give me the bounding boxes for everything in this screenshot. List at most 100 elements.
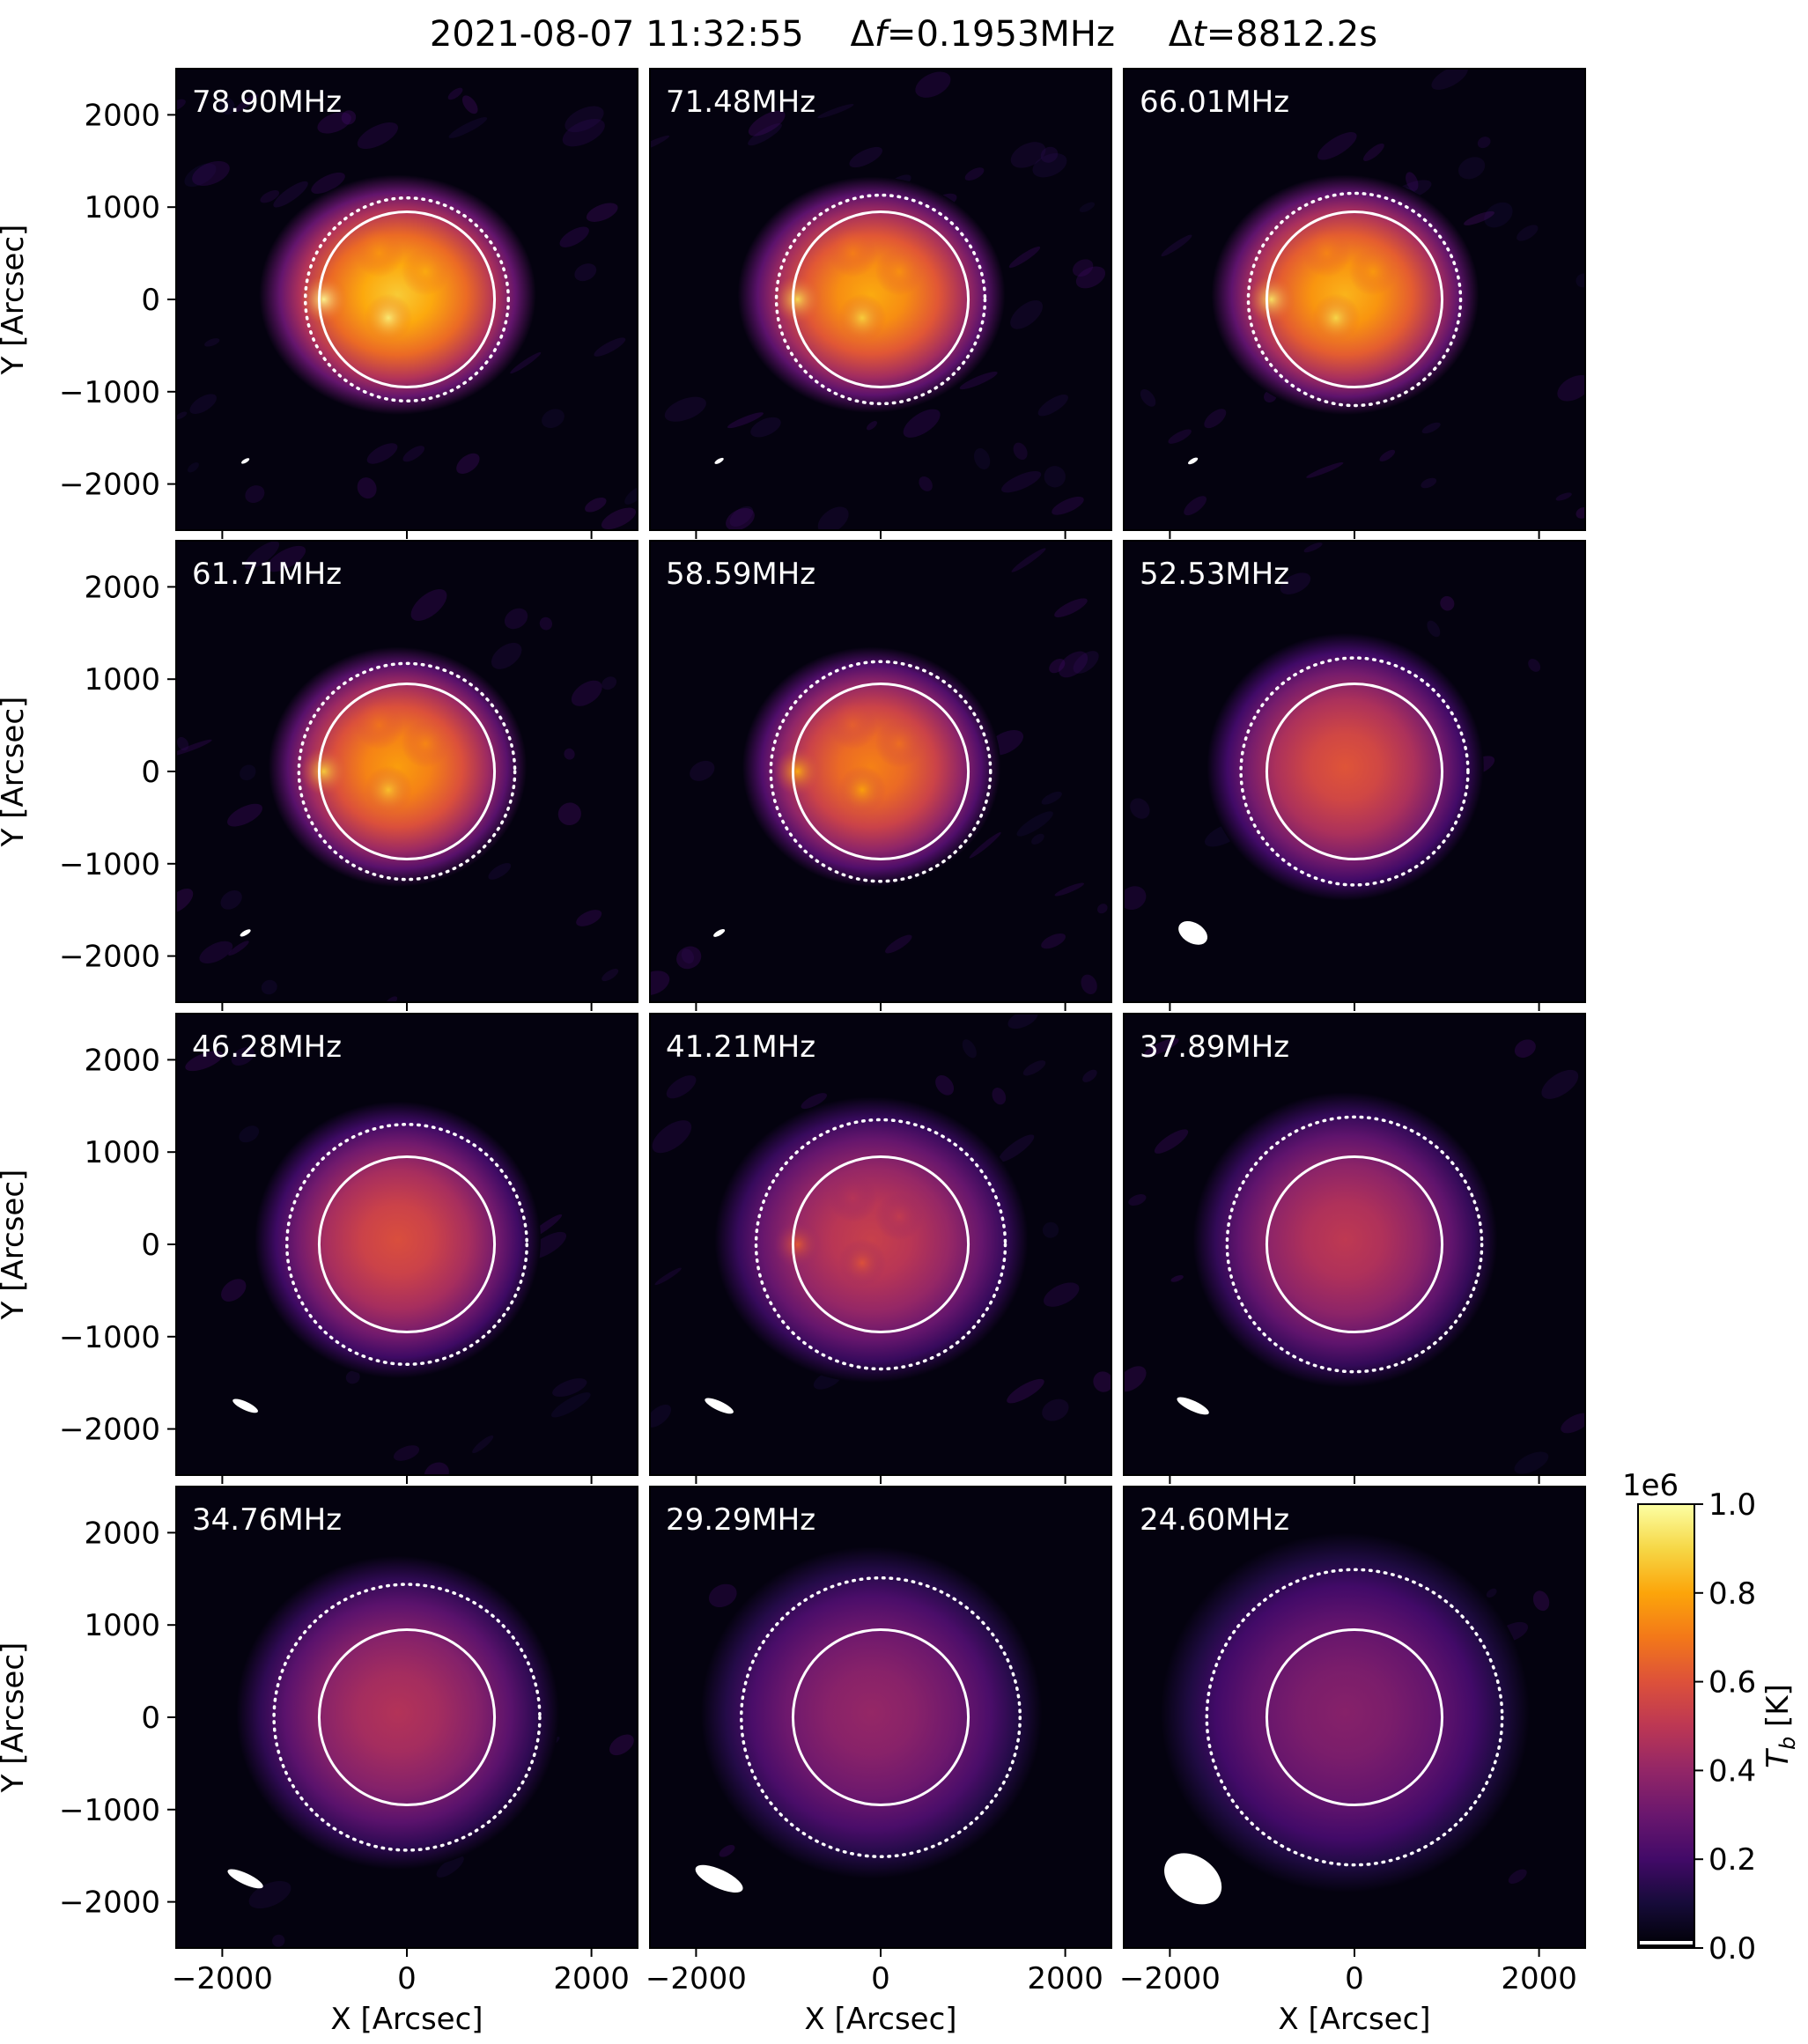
y-tick-label: −1000	[59, 375, 160, 410]
brightness-map	[650, 71, 1106, 530]
solar-disk-circle	[1265, 210, 1444, 389]
colorbar-multiplier: 1e6	[1622, 1468, 1679, 1503]
brightness-map	[176, 541, 619, 1002]
radio-emission	[742, 646, 1001, 887]
beam-ellipse	[713, 928, 726, 937]
frequency-label: 46.28MHz	[192, 1029, 342, 1065]
dotted-reference-circle	[1246, 191, 1463, 408]
y-tick-label: 0	[141, 755, 160, 790]
radio-emission	[255, 1101, 541, 1378]
solar-disk-circle	[1265, 1155, 1444, 1334]
y-tick-label: 2000	[84, 1516, 160, 1551]
frequency-label: 29.29MHz	[666, 1502, 815, 1538]
y-tick-label: 0	[141, 283, 160, 318]
beam-ellipse	[1188, 457, 1199, 465]
y-tick-label: −1000	[59, 1320, 160, 1355]
beam-ellipse	[232, 1398, 258, 1413]
dotted-reference-circle	[754, 1118, 1007, 1371]
image-panel: 37.89MHz	[1123, 1013, 1586, 1484]
y-tick-label: −2000	[59, 1413, 160, 1448]
beam-ellipse	[1178, 921, 1208, 945]
colorbar-tick-label: 0.4	[1708, 1753, 1756, 1789]
image-panel: 41.21MHz	[649, 1013, 1112, 1484]
colorbar: 0.0 0.2 0.4 0.6 0.8 1.0 1e6 Tb [K]	[1622, 1468, 1800, 1967]
frequency-label: 78.90MHz	[192, 85, 342, 120]
solar-disk-circle	[317, 1155, 497, 1334]
brightness-map	[650, 1014, 1111, 1428]
solar-disk-circle	[1265, 1627, 1444, 1807]
colorbar-tick-label: 1.0	[1708, 1487, 1756, 1523]
y-tick-label: −2000	[59, 940, 160, 975]
y-axis-label: Y [Arcsec]	[0, 225, 31, 376]
x-axis-label: X [Arcsec]	[804, 2002, 956, 2037]
dotted-reference-circle	[1205, 1568, 1504, 1867]
y-tick-label: −2000	[59, 1885, 160, 1921]
y-tick-label: −1000	[59, 847, 160, 882]
panel-grid: 78.90MHz 2000 1000 0 −1000 −2000 Y [Arcsec] 71.…	[0, 68, 1586, 2037]
frequency-label: 52.53MHz	[1140, 557, 1289, 592]
image-panel: 71.48MHz	[649, 68, 1112, 539]
brightness-map	[700, 1546, 1043, 1879]
colorbar-label: Tb [K]	[1760, 1684, 1800, 1768]
colorbar-ticks: 0.0 0.2 0.4 0.6 0.8 1.0	[1694, 1487, 1756, 1967]
x-axis-label: X [Arcsec]	[330, 2002, 483, 2037]
beam-ellipse	[227, 1869, 263, 1889]
image-panel: 78.90MHz 2000 1000 0 −1000 −2000 Y [Arcsec]	[0, 68, 638, 539]
solar-disk-circle	[1265, 682, 1444, 861]
y-tick-label: 2000	[84, 570, 160, 605]
radio-emission	[714, 1096, 1029, 1384]
radio-emission	[737, 176, 1006, 413]
image-panel: 34.76MHz −2000 0 2000 X [Arcsec] 2000 1000 0 −10…	[0, 1486, 638, 2037]
y-tick-label: −2000	[59, 468, 160, 503]
dotted-reference-circle	[774, 193, 987, 406]
image-panel: 66.01MHz	[1123, 68, 1586, 539]
colorbar-tick-label: 0.6	[1708, 1665, 1756, 1701]
y-tick-label: 0	[141, 1701, 160, 1736]
y-tick-label: 1000	[84, 1608, 160, 1643]
beam-ellipse	[1164, 1853, 1222, 1905]
colorbar-tick-label: 0.2	[1708, 1842, 1756, 1878]
image-panel: 61.71MHz 2000 1000 0 −1000 −2000 Y [Arcsec]	[0, 540, 638, 1011]
dotted-reference-circle	[297, 661, 517, 882]
radio-emission	[1160, 1532, 1531, 1893]
colorbar-tick-label: 0.0	[1708, 1931, 1756, 1967]
x-tick-label: −2000	[646, 1961, 747, 1996]
x-tick-label: 2000	[553, 1961, 630, 1996]
dotted-reference-circle	[1239, 656, 1470, 887]
y-tick-label: 0	[141, 1228, 160, 1263]
y-tick-label: 2000	[84, 98, 160, 133]
brightness-map	[1160, 1532, 1550, 1893]
y-tick-label: −1000	[59, 1793, 160, 1828]
frequency-label: 41.21MHz	[666, 1029, 815, 1065]
y-tick-label: 1000	[84, 662, 160, 697]
solar-disk-circle	[791, 1627, 970, 1807]
frequency-label: 37.89MHz	[1140, 1029, 1289, 1065]
brightness-map	[650, 548, 1108, 996]
radio-emission	[1192, 1092, 1498, 1388]
frequency-label: 61.71MHz	[192, 557, 342, 592]
image-panel: 52.53MHz	[1123, 540, 1586, 1011]
radio-emission	[268, 646, 528, 887]
beam-ellipse	[1177, 1397, 1209, 1415]
dotted-reference-circle	[769, 660, 993, 883]
x-tick-label: −2000	[172, 1961, 273, 1996]
y-axis-label: Y [Arcsec]	[0, 697, 31, 848]
dotted-reference-circle	[740, 1576, 1022, 1858]
y-tick-label: 1000	[84, 1135, 160, 1170]
y-tick-label: 1000	[84, 190, 160, 225]
brightness-map	[1124, 1037, 1585, 1474]
solar-disk-circle	[317, 1627, 497, 1807]
title-date: 2021-08-07 11:32:55	[430, 14, 804, 55]
beam-ellipse	[705, 1398, 734, 1414]
dotted-reference-circle	[1225, 1115, 1484, 1374]
beam-ellipse	[714, 457, 724, 464]
dotted-reference-circle	[285, 1123, 528, 1366]
frequency-label: 58.59MHz	[666, 557, 815, 592]
brightness-map	[185, 1047, 591, 1475]
x-axis-label: X [Arcsec]	[1278, 2002, 1430, 2037]
radio-emission	[700, 1546, 1043, 1879]
x-tick-label: 0	[397, 1961, 417, 1996]
solar-disk-circle	[791, 1155, 970, 1334]
beam-ellipse	[695, 1864, 743, 1893]
